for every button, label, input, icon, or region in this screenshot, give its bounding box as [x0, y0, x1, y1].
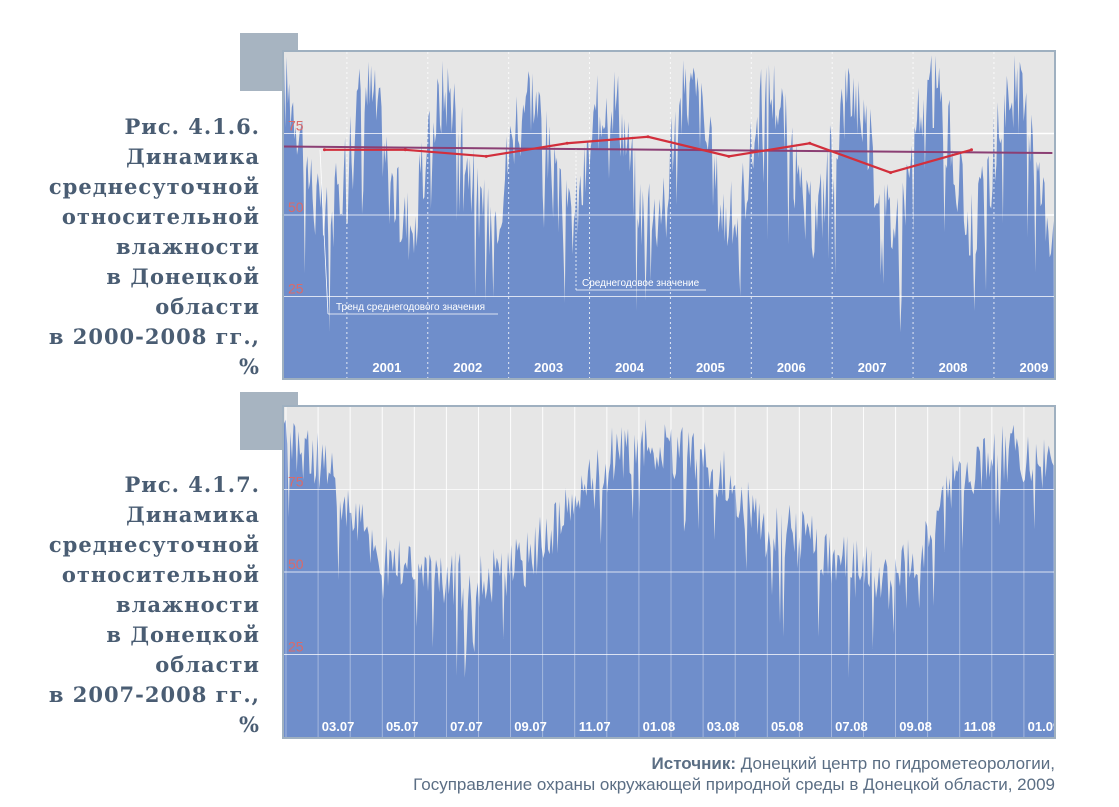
- chart-2-humidity-area: [284, 419, 1054, 737]
- chart-2-y-tick-label: 75: [288, 474, 304, 490]
- chart-1-annual-mean-point: [403, 148, 407, 152]
- fig1-caption-line: %: [239, 354, 260, 379]
- chart-1-x-tick-label: 2007: [858, 360, 887, 375]
- chart-1-humidity-area: [284, 55, 1054, 378]
- fig2-caption-line: Динамика: [126, 502, 260, 527]
- fig2-caption-line: в 2007-2008 гг.,: [48, 682, 260, 707]
- chart-2-y-tick-label: 50: [288, 556, 304, 572]
- chart-2-x-tick-label: 11.08: [964, 719, 996, 734]
- source-label: Источник:: [651, 754, 737, 773]
- source-note: Источник: Донецкий центр по гидрометеоро…: [413, 753, 1055, 795]
- chart-1-annual-mean-point: [808, 141, 812, 145]
- chart-2-x-tick-label: 09.07: [514, 719, 547, 734]
- fig1-caption-line: влажности: [116, 234, 260, 259]
- fig2-caption-line: среднесуточной: [48, 532, 260, 557]
- chart-1-x-tick-label: 2003: [534, 360, 563, 375]
- chart-1-x-tick-label: 2006: [777, 360, 806, 375]
- chart-1-svg: 25 50 75 2001 2002 2003 2004 2005 2006 2007 2008 20…: [284, 52, 1054, 378]
- fig2-caption-line: Рис. 4.1.7.: [124, 472, 260, 497]
- chart-2-x-tick-label: 01.08: [643, 719, 676, 734]
- fig1-caption-line: в Донецкой: [106, 264, 260, 289]
- chart-1-annual-annotation: Среднегодовое значение: [582, 278, 700, 289]
- fig1-caption-line: области: [155, 294, 260, 319]
- source-line-1: Донецкий центр по гидрометеорологии,: [736, 754, 1055, 773]
- chart-1-trend-line: [284, 145, 1053, 155]
- chart-2-x-tick-label: 01.09: [1028, 719, 1054, 734]
- chart-1-frame: 25 50 75 2001 2002 2003 2004 2005 2006 2007 2008 20…: [282, 50, 1056, 380]
- chart-1-y-tick-label: 50: [288, 199, 304, 215]
- chart-1-x-tick-label: 2009: [1019, 360, 1048, 375]
- chart-1-annual-mean-point: [889, 171, 893, 175]
- chart-1-x-tick-label: 2005: [696, 360, 725, 375]
- chart-2-y-tick-label: 25: [288, 639, 304, 655]
- chart-1-annual-mean-point: [646, 135, 650, 139]
- fig1-caption: Рис. 4.1.6. Динамика среднесуточной отно…: [20, 112, 260, 382]
- chart-2-x-tick-label: 03.07: [322, 719, 355, 734]
- chart-2-x-tick-label: 03.08: [707, 719, 740, 734]
- chart-2-svg: 25 50 75 03.07 05.07 07.07 09.07 11.07 01.08 03.0…: [284, 407, 1054, 737]
- chart-2-x-tick-label: 05.07: [386, 719, 419, 734]
- fig2-caption-line: влажности: [116, 592, 260, 617]
- chart-2-x-tick-label: 05.08: [771, 719, 804, 734]
- fig2-caption-line: области: [155, 652, 260, 677]
- chart-1-trend-annotation: Тренд среднегодового значения: [336, 302, 485, 313]
- chart-1-annual-mean-point: [727, 154, 731, 158]
- fig1-caption-line: относительной: [61, 204, 260, 229]
- chart-1-x-tick-label: 2001: [372, 360, 401, 375]
- chart-1-trend-annotation-leader: [319, 149, 329, 315]
- chart-2-x-tick-label: 09.08: [899, 719, 932, 734]
- fig2-caption-line: %: [239, 712, 260, 737]
- chart-2-x-tick-label: 07.08: [835, 719, 868, 734]
- chart-1-x-tick-label: 2008: [939, 360, 968, 375]
- chart-1-y-tick-label: 25: [288, 281, 304, 297]
- chart-1-annual-mean-point: [484, 154, 488, 158]
- chart-1-x-tick-label: 2002: [453, 360, 482, 375]
- chart-2-x-tick-label: 07.07: [450, 719, 483, 734]
- chart-1-annual-mean-point: [322, 148, 326, 152]
- fig1-caption-line: Рис. 4.1.6.: [124, 114, 260, 139]
- fig2-caption-line: в Донецкой: [106, 622, 260, 647]
- source-line-2: Госуправление охраны окружающей природно…: [413, 775, 1055, 794]
- fig1-caption-line: в 2000-2008 гг.,: [48, 324, 260, 349]
- chart-2-x-tick-label: 11.07: [579, 719, 611, 734]
- chart-1-y-tick-label: 75: [288, 118, 304, 134]
- chart-1-annual-mean-point: [970, 148, 973, 152]
- fig2-caption-line: относительной: [61, 562, 260, 587]
- fig1-caption-line: Динамика: [126, 144, 260, 169]
- chart-1-annual-mean-point: [565, 141, 569, 145]
- chart-1-x-tick-label: 2004: [615, 360, 645, 375]
- chart-2-frame: 25 50 75 03.07 05.07 07.07 09.07 11.07 01.08 03.0…: [282, 405, 1056, 739]
- fig1-caption-line: среднесуточной: [48, 174, 260, 199]
- fig2-caption: Рис. 4.1.7. Динамика среднесуточной отно…: [20, 470, 260, 740]
